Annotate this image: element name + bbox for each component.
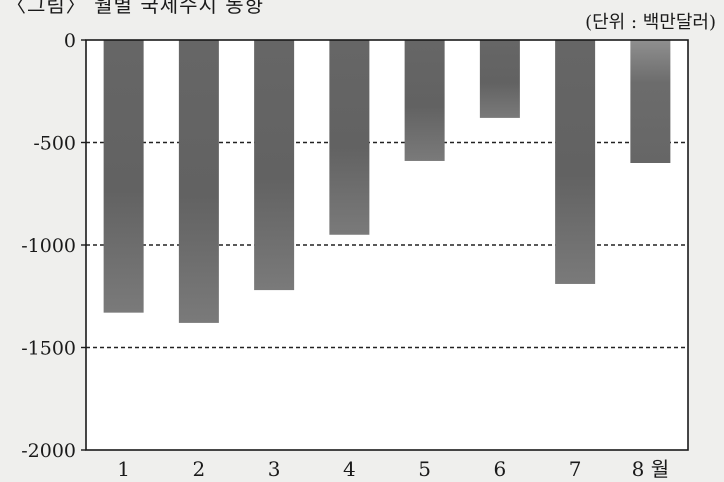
bar-2 [178, 40, 219, 323]
ytick-label: -1500 [21, 338, 76, 360]
xtick-label: 3 [268, 457, 281, 481]
bars [103, 40, 671, 323]
bar-3 [254, 40, 295, 291]
xtick-label: 1 [117, 457, 130, 481]
ytick-label: 0 [64, 30, 76, 52]
y-axis-ticks: 0 -500 -1000 -1500 -2000 [21, 30, 86, 462]
bar-4 [329, 40, 370, 235]
bar-1 [103, 40, 144, 313]
xtick-label: 5 [418, 457, 431, 481]
bar-6 [479, 40, 520, 118]
xtick-label: 8 월 [632, 457, 669, 481]
xtick-label: 2 [193, 457, 206, 481]
ytick-label: -2000 [21, 440, 76, 462]
xtick-label: 7 [569, 457, 582, 481]
ytick-label: -500 [33, 133, 76, 155]
chart-title: 〈그림〉 월별 국제수지 동향 [6, 0, 265, 17]
unit-label: (단위 : 백만달러) [585, 12, 716, 33]
xtick-label: 4 [343, 457, 356, 481]
x-axis-ticks: 1 2 3 4 5 6 7 8 월 [117, 457, 669, 481]
xtick-label: 6 [494, 457, 507, 481]
ytick-label: -1000 [21, 235, 76, 257]
bar-7 [555, 40, 596, 284]
bar-8월 [630, 40, 671, 163]
bar-5 [404, 40, 445, 161]
